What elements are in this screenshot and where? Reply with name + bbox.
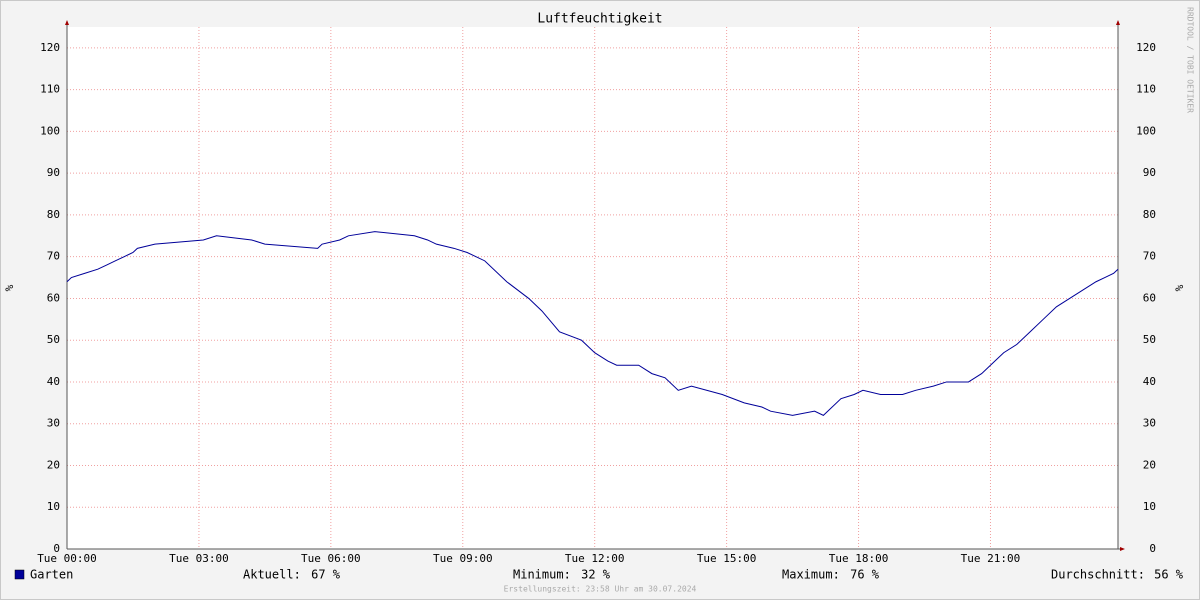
y-tick-label: 20 [47,458,60,471]
x-tick-label: Tue 06:00 [301,552,361,565]
x-tick-label: Tue 18:00 [829,552,889,565]
footer: Erstellungszeit: 23:58 Uhr am 30.07.2024 [504,585,697,594]
stat-value: 67 % [311,568,341,582]
x-tick-label: Tue 00:00 [37,552,97,565]
stat-value: 32 % [581,568,611,582]
y-tick-label: 50 [47,333,60,346]
x-tick-label: Tue 09:00 [433,552,493,565]
y2-tick-label: 90 [1143,166,1156,179]
y2-tick-label: 120 [1136,41,1156,54]
plot-area [67,27,1118,549]
y-tick-label: 0 [53,542,60,555]
watermark: RRDTOOL / TOBI OETIKER [1186,7,1195,113]
stat-label: Durchschnitt: [1051,568,1145,582]
series-line [66,231,1119,416]
y-tick-label: 10 [47,500,60,513]
y-tick-label: 90 [47,166,60,179]
y2-tick-label: 110 [1136,83,1156,96]
y2-tick-label: 30 [1143,417,1156,430]
x-tick-label: Tue 21:00 [961,552,1021,565]
x-tick-label: Tue 12:00 [565,552,625,565]
stat-label: Minimum: [513,568,571,582]
y2-tick-label: 100 [1136,124,1156,137]
y2-tick-label: 50 [1143,333,1156,346]
y-tick-label: 120 [40,41,60,54]
y2-tick-label: 0 [1149,542,1156,555]
legend-label: Garten [30,568,73,582]
axis-arrow [65,20,69,25]
y-tick-label: 40 [47,375,60,388]
y2-tick-label: 60 [1143,291,1156,304]
y-tick-label: 30 [47,417,60,430]
y2-tick-label: 20 [1143,458,1156,471]
y2-tick-label: 70 [1143,250,1156,263]
x-tick-label: Tue 15:00 [697,552,757,565]
y-tick-label: 100 [40,124,60,137]
x-tick-label: Tue 03:00 [169,552,229,565]
y-axis-label: % [3,284,16,291]
y-tick-label: 110 [40,83,60,96]
y-tick-label: 80 [47,208,60,221]
stat-value: 56 % [1154,568,1184,582]
stat-value: 76 % [850,568,880,582]
y2-axis-label: % [1173,284,1186,291]
y-tick-label: 70 [47,250,60,263]
y2-tick-label: 40 [1143,375,1156,388]
y2-tick-label: 10 [1143,500,1156,513]
chart-title: Luftfeuchtigkeit [537,12,662,27]
axis-arrow [1116,20,1120,25]
stat-label: Maximum: [782,568,840,582]
legend-swatch [14,569,25,580]
y-tick-label: 60 [47,291,60,304]
axis-arrow [1120,547,1125,551]
stat-label: Aktuell: [243,568,301,582]
y2-tick-label: 80 [1143,208,1156,221]
